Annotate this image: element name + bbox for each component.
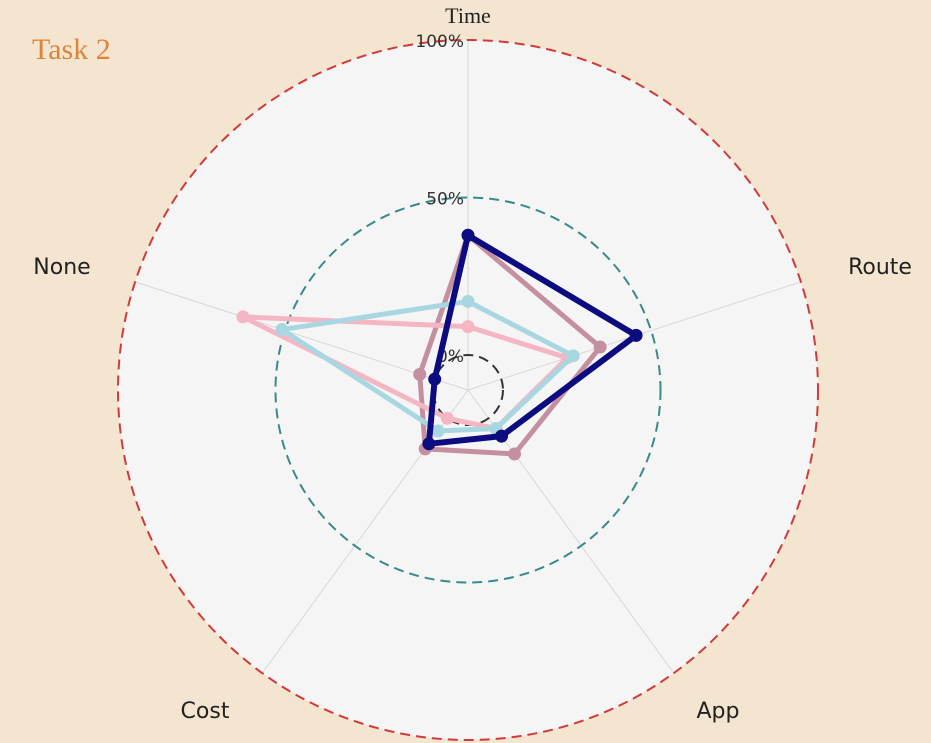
series-line <box>417 232 603 457</box>
series-point <box>236 310 250 324</box>
grid-ring <box>274 196 662 584</box>
category-label: Time <box>445 3 491 28</box>
series-point <box>428 372 442 386</box>
category-label: None <box>33 255 90 280</box>
series-point <box>566 349 580 363</box>
series-line <box>240 314 570 432</box>
series-point <box>507 447 521 461</box>
series-point <box>461 294 475 308</box>
series-point <box>431 424 445 438</box>
series-point <box>461 320 475 334</box>
spoke <box>261 389 469 674</box>
series-line <box>425 232 640 447</box>
series-point <box>413 367 427 381</box>
category-label: App <box>697 699 740 724</box>
series-line <box>279 298 576 434</box>
series-point <box>629 328 643 342</box>
series-point <box>593 340 607 354</box>
r-tick-label: 100% <box>415 32 464 52</box>
series-point <box>461 228 475 242</box>
grid-ring <box>117 39 819 741</box>
series-point <box>495 429 509 443</box>
category-label: Route <box>848 255 912 280</box>
spoke <box>134 281 469 391</box>
category-label: Cost <box>181 699 230 724</box>
series-point <box>440 411 454 425</box>
task-title: Task 2 <box>32 33 111 66</box>
r-tick-label: 50% <box>426 190 464 210</box>
series-point <box>422 437 436 451</box>
series-point <box>275 323 289 337</box>
